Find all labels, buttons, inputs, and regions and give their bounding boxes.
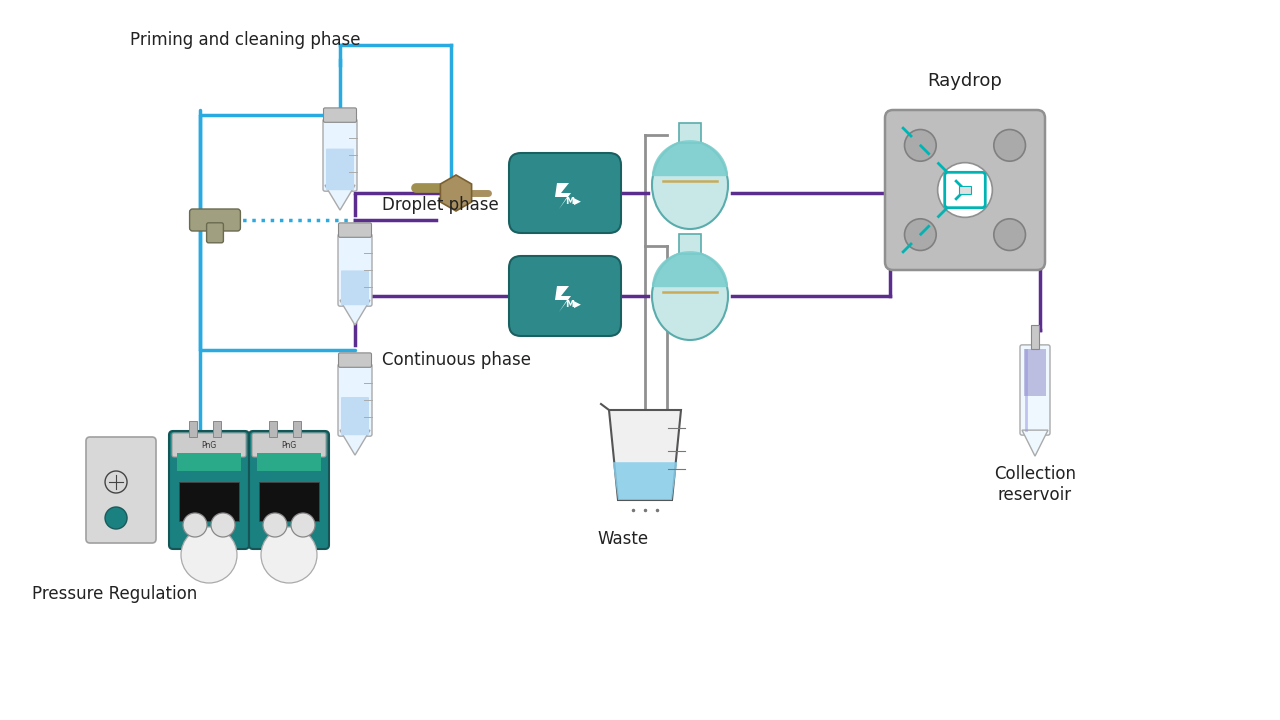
Polygon shape [556,183,571,209]
Polygon shape [652,251,728,287]
FancyBboxPatch shape [338,364,372,436]
Circle shape [261,527,317,583]
FancyBboxPatch shape [338,234,372,306]
Circle shape [105,507,127,529]
Polygon shape [440,175,471,211]
Bar [680,123,700,143]
FancyBboxPatch shape [338,353,371,367]
Bar [179,482,239,521]
Bar [680,234,700,254]
Circle shape [183,513,207,537]
Text: M▶: M▶ [564,300,581,308]
Text: Pressure Regulation: Pressure Regulation [32,585,197,603]
FancyBboxPatch shape [86,437,156,543]
Text: PnG: PnG [282,441,297,449]
Bar [259,482,319,521]
Text: PnG: PnG [201,441,216,449]
Text: Droplet phase: Droplet phase [381,196,499,214]
FancyBboxPatch shape [340,271,369,305]
Polygon shape [613,462,677,500]
Bar [959,186,972,194]
FancyBboxPatch shape [206,222,224,243]
FancyBboxPatch shape [324,108,357,122]
FancyBboxPatch shape [884,110,1044,270]
FancyBboxPatch shape [509,153,621,233]
Text: Collection
reservoir: Collection reservoir [995,465,1076,504]
Bar [189,421,197,437]
FancyBboxPatch shape [252,433,326,457]
Circle shape [211,513,236,537]
Text: Continuous phase: Continuous phase [381,351,531,369]
Text: Raydrop: Raydrop [928,72,1002,90]
Circle shape [262,513,287,537]
Text: Priming and cleaning phase: Priming and cleaning phase [131,31,361,49]
Polygon shape [652,140,728,176]
Bar [269,421,276,437]
FancyBboxPatch shape [338,223,371,238]
Circle shape [905,219,936,251]
Bar [177,453,241,471]
Polygon shape [556,286,571,312]
FancyBboxPatch shape [340,397,369,435]
Polygon shape [1021,430,1048,456]
Bar [1024,349,1046,396]
FancyBboxPatch shape [945,172,986,207]
Circle shape [938,163,992,217]
FancyBboxPatch shape [509,256,621,336]
Circle shape [993,219,1025,251]
Polygon shape [340,300,370,325]
FancyBboxPatch shape [1020,345,1050,435]
Circle shape [905,130,936,161]
Bar [1030,325,1039,349]
FancyBboxPatch shape [172,433,246,457]
Polygon shape [325,185,355,210]
Circle shape [180,527,237,583]
Polygon shape [340,431,370,455]
Bar [293,421,301,437]
Circle shape [291,513,315,537]
Ellipse shape [652,252,728,340]
Polygon shape [609,410,681,500]
FancyBboxPatch shape [250,431,329,549]
FancyBboxPatch shape [326,148,355,190]
FancyBboxPatch shape [189,209,241,231]
FancyBboxPatch shape [323,119,357,192]
Text: M▶: M▶ [564,197,581,205]
FancyBboxPatch shape [169,431,250,549]
Bar [212,421,221,437]
Circle shape [993,130,1025,161]
Bar [257,453,321,471]
Ellipse shape [652,141,728,229]
Text: Waste: Waste [598,530,649,548]
